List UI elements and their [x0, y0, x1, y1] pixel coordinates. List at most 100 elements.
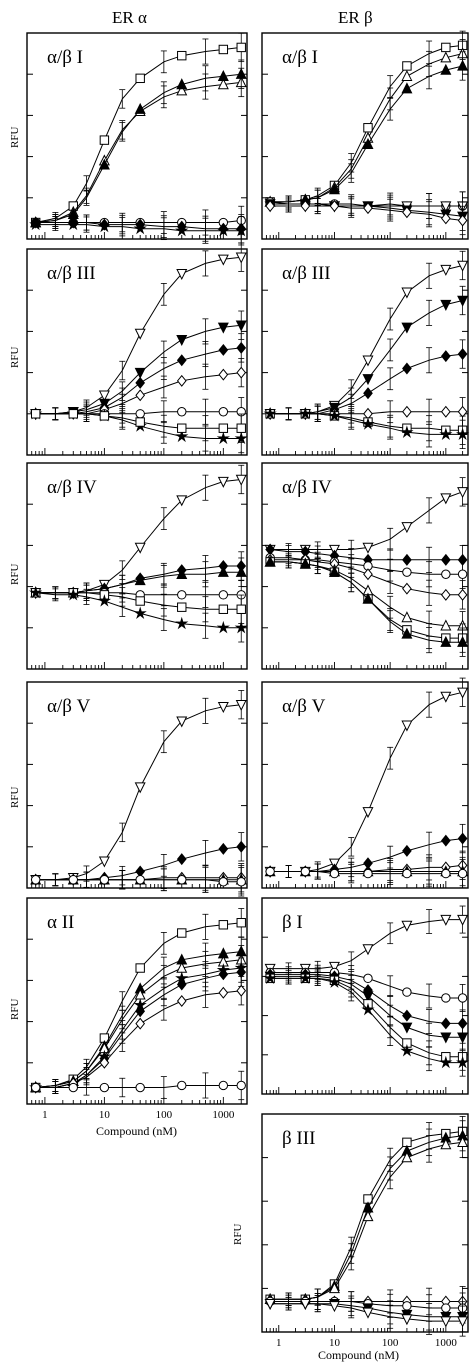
data-point-filled-star	[29, 217, 43, 231]
data-point-open-square	[99, 411, 110, 421]
data-point-filled-diamond	[135, 572, 146, 585]
data-point-open-diamond	[236, 984, 247, 997]
series-filled-triangle-down	[30, 310, 247, 421]
data-point-open-circle	[329, 868, 340, 879]
data-point-open-square	[68, 409, 78, 419]
data-point-filled-triangle-up	[176, 78, 188, 90]
data-point-open-circle	[68, 875, 78, 885]
panel-title: α/β IV	[282, 477, 332, 498]
data-point-open-square	[402, 61, 412, 71]
data-point-open-diamond	[300, 200, 311, 213]
data-point-open-circle	[135, 409, 145, 419]
x-tick-label: 100	[156, 1109, 173, 1121]
data-point-filled-star	[216, 431, 230, 445]
data-point-open-triangle-down	[440, 691, 452, 703]
series-filled-triangle-down	[264, 285, 469, 421]
series-line	[35, 704, 242, 881]
data-point-filled-triangle-up	[264, 555, 276, 567]
data-point-open-triangle-down	[235, 252, 247, 264]
data-point-open-triangle-down	[217, 476, 229, 488]
data-point-open-square	[177, 50, 187, 61]
data-point-open-diamond	[457, 405, 468, 418]
series-open-circle	[265, 858, 468, 889]
data-point-open-diamond	[402, 582, 412, 595]
data-point-filled-triangle-down	[176, 334, 188, 346]
panel-title: α/β III	[282, 263, 331, 284]
series-line	[270, 691, 463, 872]
data-point-open-triangle-up	[362, 1210, 374, 1222]
data-point-filled-triangle-up	[440, 635, 452, 647]
data-point-open-triangle-up	[440, 1138, 452, 1150]
chart-panel-7: α/β V	[26, 681, 248, 897]
chart-panel-5: α/β IV	[26, 462, 248, 670]
data-point-open-triangle-down	[362, 1307, 374, 1319]
data-point-filled-star	[400, 425, 414, 438]
data-point-filled-diamond	[236, 840, 247, 853]
data-point-open-square	[236, 42, 246, 53]
data-point-filled-diamond	[135, 1005, 146, 1018]
plot-frame	[261, 1113, 469, 1333]
column-header-er-alpha: ER α	[112, 8, 147, 27]
series-filled-triangle-up	[30, 59, 247, 228]
data-point-open-triangle-down	[457, 687, 469, 699]
series-open-square	[30, 405, 246, 443]
data-point-filled-triangle-down	[401, 322, 413, 334]
data-point-filled-star	[29, 585, 43, 599]
data-point-open-circle	[457, 868, 468, 879]
data-point-filled-diamond	[218, 560, 229, 572]
data-point-open-circle	[457, 993, 468, 1003]
data-point-open-triangle-down	[457, 1316, 469, 1328]
data-point-filled-diamond	[457, 348, 468, 361]
x-tick-label: 10	[329, 1337, 341, 1349]
data-point-filled-star	[97, 594, 111, 607]
data-point-filled-star	[361, 1002, 375, 1016]
data-point-filled-diamond	[440, 834, 451, 847]
data-point-filled-diamond	[363, 387, 373, 400]
data-point-filled-diamond	[176, 354, 187, 367]
data-point-filled-star	[175, 429, 189, 443]
data-point-open-triangle-down	[457, 914, 469, 926]
data-point-filled-diamond	[176, 978, 187, 991]
data-point-open-square	[30, 409, 41, 419]
series-filled-star	[29, 585, 248, 643]
data-point-filled-star	[263, 971, 277, 984]
data-point-filled-triangle-down	[440, 299, 452, 311]
data-point-filled-triangle-down	[440, 1032, 452, 1044]
data-point-filled-triangle-down	[134, 367, 146, 379]
panel-title: α/β III	[47, 263, 96, 284]
data-point-open-diamond	[218, 986, 229, 999]
series-filled-triangle-up	[264, 555, 469, 657]
series-open-square	[265, 970, 468, 1071]
series-filled-star	[263, 970, 470, 1077]
data-point-filled-star	[327, 408, 342, 422]
series-line	[35, 73, 242, 223]
data-point-open-diamond	[363, 202, 373, 215]
series-open-triangle-up	[30, 67, 247, 228]
x-axis-label-right: Compound (nM)	[318, 1348, 399, 1362]
data-point-open-circle	[218, 407, 229, 417]
data-point-open-square	[236, 604, 246, 614]
series-filled-star	[29, 216, 248, 246]
data-point-filled-star	[361, 417, 375, 430]
data-point-open-triangle-down	[440, 914, 452, 926]
data-point-open-triangle-down	[401, 920, 413, 932]
data-point-open-triangle-down	[98, 856, 110, 868]
data-point-open-circle	[363, 868, 373, 879]
data-point-open-diamond	[218, 368, 229, 381]
data-point-open-square	[218, 44, 229, 55]
plot-frame	[26, 32, 248, 240]
data-point-filled-diamond	[218, 968, 229, 981]
data-point-filled-triangle-up	[98, 158, 110, 170]
data-point-open-square	[236, 918, 246, 928]
data-point-open-triangle-down	[134, 542, 146, 554]
data-point-open-triangle-down	[362, 355, 374, 367]
data-point-open-triangle-down	[401, 1314, 413, 1326]
chart-panel-6: α/β IV	[261, 462, 469, 670]
data-point-open-circle	[30, 875, 41, 885]
data-point-filled-star	[298, 406, 312, 420]
data-point-open-diamond	[135, 1017, 146, 1030]
data-point-open-circle	[457, 569, 468, 579]
data-point-filled-triangle-up	[217, 69, 229, 81]
plot-frame	[26, 462, 248, 670]
data-point-open-square	[236, 423, 246, 433]
